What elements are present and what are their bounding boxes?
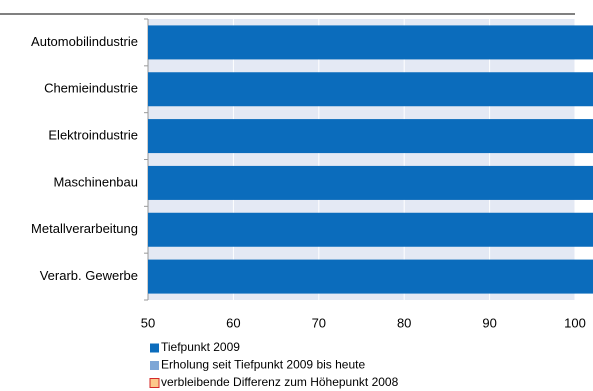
x-tick-label: 60	[226, 315, 240, 330]
y-tick-label: Maschinenbau	[53, 174, 138, 189]
x-tick-label: 90	[482, 315, 496, 330]
x-tick-label: 100	[564, 315, 586, 330]
x-tick-label: 80	[397, 315, 411, 330]
plot-area	[148, 19, 575, 300]
legend-label: Erholung seit Tiefpunkt 2009 bis heute	[161, 358, 365, 372]
y-tick-label: Verarb. Gewerbe	[40, 268, 138, 283]
x-tick-label: 50	[141, 315, 155, 330]
legend-label: Tiefpunkt 2009	[161, 340, 240, 354]
bar-segment	[148, 165, 593, 200]
y-tick-label: Elektroindustrie	[48, 128, 138, 143]
bar-segment	[148, 119, 593, 154]
y-tick-label: Chemieindustrie	[44, 81, 138, 96]
legend-swatch	[150, 361, 159, 370]
y-tick-label: Automobilindustrie	[31, 34, 138, 49]
legend-swatch	[150, 343, 159, 353]
x-tick-label: 70	[312, 315, 326, 330]
bar-segment	[148, 259, 593, 294]
bar-segment	[148, 72, 593, 107]
y-tick-label: Metallverarbeitung	[31, 221, 138, 236]
legend-label: verbleibende Differenz zum Höhepunkt 200…	[161, 375, 399, 389]
legend-swatch	[149, 378, 160, 388]
bar-segment	[148, 212, 593, 247]
bar-segment	[148, 25, 593, 60]
